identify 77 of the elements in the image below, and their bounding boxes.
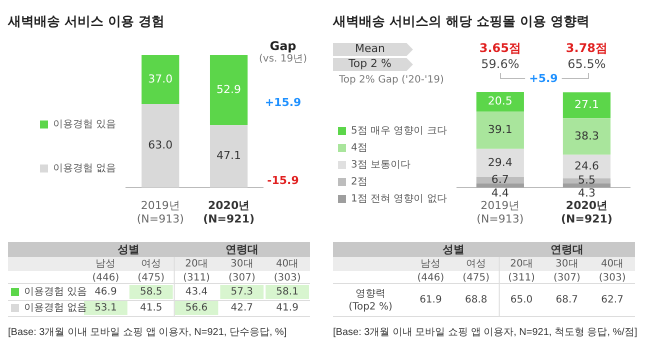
x-tick-label: 남성 (446) <box>417 258 444 284</box>
chart-title: 새벽배송 서비스 이용 경험 <box>7 14 165 30</box>
text: 65.5% <box>568 57 606 72</box>
data-label: 52.9 <box>216 82 242 96</box>
y-tick-label: 영향력 (Top2 %) <box>348 288 392 313</box>
x-tick-label: 여성 (475) <box>462 258 490 284</box>
text: [Base: 3개월 이내 모바일 쇼핑 앱 이용자, N=921, 단수응답, %] <box>8 326 287 338</box>
text: 3.78점 <box>566 41 608 56</box>
text: 연령대 <box>225 242 258 256</box>
text: Top 2% Gap ('20-'19) <box>338 74 444 86</box>
text: Mean <box>355 42 386 55</box>
x-tick-label: 30대 (307) <box>553 258 580 284</box>
data-label: 56.6 <box>185 302 208 314</box>
x-tick-label: 20대 (311) <box>183 258 210 284</box>
data-label: 68.7 <box>556 294 578 306</box>
x-tick-label: 2020년 (N=921) <box>561 199 612 226</box>
data-label: 47.1 <box>216 149 242 162</box>
legend-label: 2점 <box>351 176 368 188</box>
data-label: 61.9 <box>420 294 442 306</box>
data-label: 6.7 <box>491 173 509 186</box>
data-label: 38.3 <box>574 129 599 142</box>
data-label: 43.4 <box>185 286 208 298</box>
data-label: 46.9 <box>94 286 117 298</box>
data-label: 4.3 <box>578 186 596 200</box>
text: 연령대 <box>550 242 584 256</box>
legend-label: 5점 매우 영향이 크다 <box>351 126 447 137</box>
x-tick-label: 남성 (446) <box>92 258 120 284</box>
data-label: 5.5 <box>578 174 596 187</box>
data-label: 63.0 <box>148 138 173 152</box>
data-label: 65.0 <box>510 294 533 306</box>
text: Top 2 % <box>347 56 392 70</box>
text: 3.65점 <box>479 41 521 56</box>
x-tick-label: 40대 (303) <box>274 258 301 284</box>
data-label: 42.7 <box>230 302 254 314</box>
data-label: 37.0 <box>148 72 173 86</box>
data-label: 58.5 <box>140 286 162 298</box>
x-tick-label: 2020년 (N=921) <box>203 199 255 226</box>
bar <box>476 112 524 149</box>
text: +15.9 <box>264 96 302 109</box>
x-tick-label: 2019년 (N=913) <box>476 199 524 226</box>
text: -15.9 <box>267 174 299 187</box>
x-tick-label: 40대 (303) <box>598 258 626 284</box>
text: 성별 <box>117 242 140 256</box>
legend-label: 이용경험 없음 <box>53 163 116 174</box>
data-label: 53.1 <box>94 302 117 314</box>
text: [Base: 3개월 이내 모바일 쇼핑 앱 이용자, N=921, 척도형 응답, %/점] <box>333 326 638 338</box>
data-label: 27.1 <box>574 98 599 112</box>
annotation: (vs. 19년) <box>258 54 308 65</box>
data-label: 39.1 <box>488 123 512 136</box>
data-label: 57.3 <box>230 286 254 298</box>
data-label: 20.5 <box>488 94 512 108</box>
data-label: 4.4 <box>491 186 509 200</box>
bar <box>476 92 524 112</box>
chart-title: 새벽배송 서비스의 해당 쇼핑몰 이용 영향력 <box>332 14 590 30</box>
data-label: 62.7 <box>601 294 624 306</box>
legend-label: 1점 전혀 영향이 없다 <box>351 194 447 205</box>
data-label: 41.5 <box>140 302 162 314</box>
x-tick-label: 30대 (307) <box>228 258 256 284</box>
bar <box>562 118 611 155</box>
bar <box>562 92 611 118</box>
legend-label: 이용경험 있음 <box>53 119 116 130</box>
data-label: 58.1 <box>276 286 298 298</box>
data-label: 41.9 <box>276 302 298 314</box>
legend-label: 4점 <box>351 142 368 154</box>
text: 59.6% <box>481 57 520 72</box>
x-tick-label: 여성 (475) <box>138 258 165 284</box>
data-label: 29.4 <box>488 156 512 169</box>
x-tick-label: 20대 (311) <box>508 258 536 284</box>
data-label: 24.6 <box>574 159 599 172</box>
text: 성별 <box>442 242 464 256</box>
x-tick-label: 2019년 (N=913) <box>136 199 184 226</box>
text: Gap <box>270 39 297 54</box>
data-label: 68.8 <box>464 294 488 306</box>
bar <box>476 183 524 188</box>
bar <box>562 183 611 188</box>
text: +5.9 <box>529 72 558 85</box>
legend-label: 3점 보통이다 <box>351 160 411 171</box>
